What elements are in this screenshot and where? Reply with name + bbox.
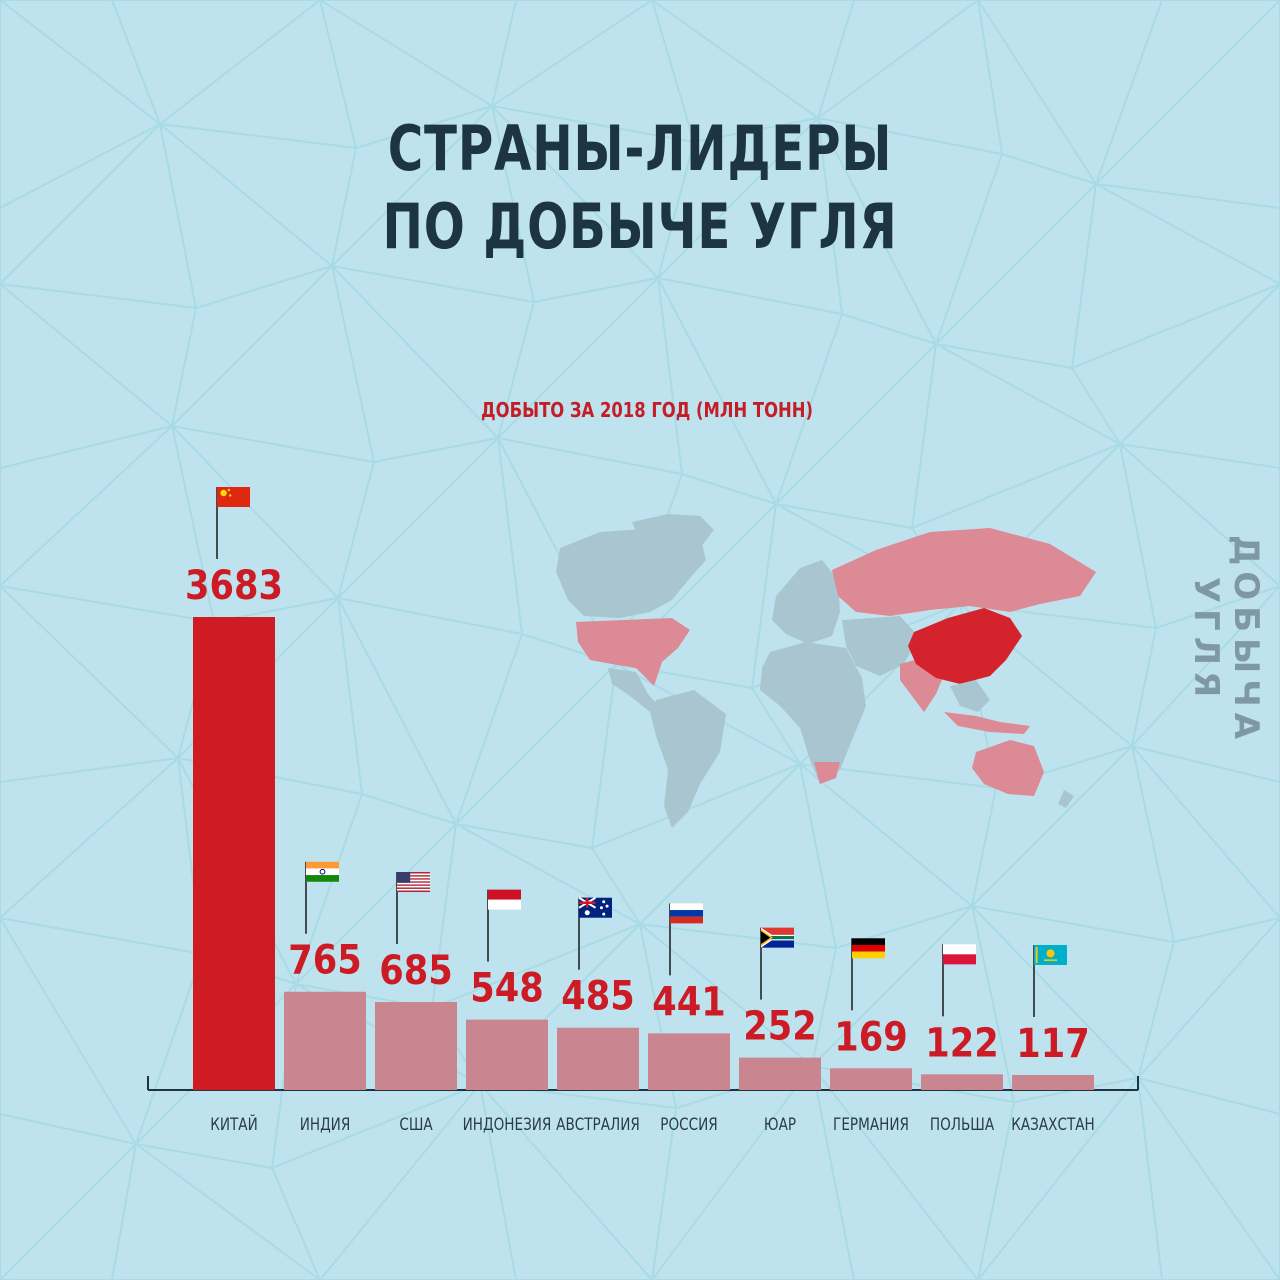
map-south-africa (814, 762, 840, 784)
category-label-australia: АВСТРАЛИЯ (556, 1115, 640, 1135)
category-label-poland: ПОЛЬША (930, 1115, 995, 1135)
bar-south-africa (739, 1057, 821, 1090)
value-label-germany: 169 (834, 1013, 907, 1060)
bar-russia (648, 1033, 730, 1090)
flag-russia-icon (670, 903, 703, 924)
map-usa (576, 618, 690, 686)
flag-germany-icon (852, 938, 885, 959)
page-title-line-1: СТРАНЫ-ЛИДЕРЫ (387, 112, 893, 185)
map-indonesia (944, 712, 1030, 734)
flag-south-africa-icon (761, 927, 794, 948)
bar-australia (557, 1027, 639, 1090)
value-label-usa: 685 (379, 947, 452, 994)
map-china (908, 608, 1022, 684)
flag-indonesia-icon (488, 889, 521, 910)
bar-india (284, 991, 366, 1090)
category-label-india: ИНДИЯ (300, 1115, 351, 1135)
map-africa (760, 642, 866, 784)
chart-subtitle: ДОБЫТО ЗА 2018 ГОД (МЛН ТОНН) (481, 398, 813, 422)
value-label-australia: 485 (561, 973, 634, 1020)
value-label-kazakhstan: 117 (1016, 1020, 1089, 1067)
map-south-america (650, 690, 726, 828)
map-australia (972, 740, 1044, 796)
category-label-russia: РОССИЯ (660, 1115, 717, 1135)
bar-germany (830, 1068, 912, 1090)
flag-poland-icon (943, 944, 976, 965)
flag-kazakhstan-icon (1034, 944, 1067, 965)
value-label-china: 3683 (185, 562, 283, 609)
value-label-poland: 122 (925, 1019, 998, 1066)
bar-china (193, 617, 275, 1090)
bar-indonesia (466, 1019, 548, 1090)
flag-usa-icon (397, 872, 430, 893)
bar-usa (375, 1002, 457, 1090)
category-label-china: КИТАЙ (210, 1113, 258, 1134)
category-label-indonesia: ИНДОНЕЗИЯ (463, 1115, 552, 1135)
bar-kazakhstan (1012, 1074, 1094, 1090)
world-map (556, 514, 1096, 828)
category-label-kazakhstan: КАЗАХСТАН (1011, 1115, 1095, 1135)
flag-australia-icon (578, 896, 612, 918)
flag-india-icon (306, 861, 339, 882)
value-label-russia: 441 (652, 978, 725, 1025)
value-label-indonesia: 548 (470, 964, 543, 1011)
map-new-zealand (1058, 790, 1074, 808)
map-middle-asia (842, 616, 918, 676)
category-label-usa: США (399, 1115, 433, 1135)
value-label-south-africa: 252 (743, 1002, 816, 1049)
value-label-india: 765 (288, 937, 361, 984)
flag-china-icon (217, 487, 250, 507)
category-label-germany: ГЕРМАНИЯ (833, 1115, 909, 1135)
page-title-line-2: ПО ДОБЫЧЕ УГЛЯ (382, 190, 898, 263)
map-central-america (608, 668, 660, 712)
map-russia (832, 528, 1096, 616)
bar-poland (921, 1074, 1003, 1090)
map-southeast-asia (950, 680, 990, 712)
map-greenland (632, 514, 714, 552)
category-label-south-africa: ЮАР (764, 1115, 796, 1135)
map-europe (772, 560, 840, 644)
